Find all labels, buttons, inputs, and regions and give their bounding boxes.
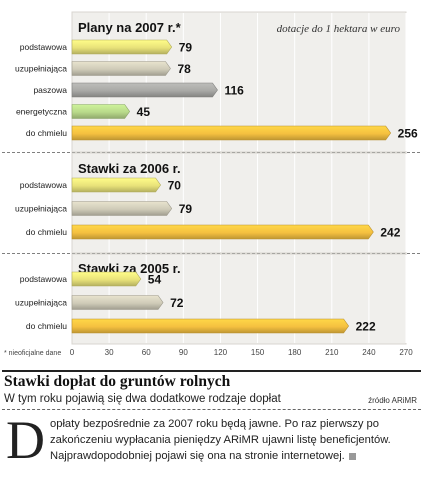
category-label: podstawowa [20, 180, 68, 190]
article-body-text: opłaty bezpośrednie za 2007 roku będą ja… [50, 418, 391, 462]
bar-chart: Plany na 2007 r.* dotacje do 1 hektara w … [2, 11, 421, 357]
value-label: 78 [177, 62, 191, 76]
category-label: paszowa [33, 85, 67, 95]
bar [71, 177, 161, 193]
panel-title: Plany na 2007 r.* [78, 20, 182, 35]
chart-panel: Stawki za 2006 r. podstawowa 70 uzupełniają… [2, 152, 421, 254]
bar [71, 39, 173, 55]
value-label: 242 [380, 226, 400, 240]
source-label: źródło ARiMR [368, 396, 417, 405]
category-label: podstawowa [20, 274, 68, 284]
value-label: 116 [224, 84, 244, 98]
bar [71, 201, 173, 216]
x-axis-ticks: 0 30 60 90 120 150 180 210 240 270 [70, 348, 413, 357]
bar [71, 61, 171, 76]
bar [71, 125, 392, 141]
tick-label: 180 [288, 348, 302, 357]
drop-cap: D [6, 410, 45, 470]
bar [71, 271, 142, 287]
dashed-divider [2, 409, 421, 410]
header-rule [2, 370, 421, 372]
category-label: do chmielu [26, 128, 67, 138]
tick-label: 30 [105, 348, 114, 357]
category-label: podstawowa [20, 42, 68, 52]
bar [71, 104, 131, 119]
value-label: 45 [137, 105, 151, 119]
tick-label: 60 [142, 348, 151, 357]
bar [71, 224, 374, 240]
category-label: energetyczna [16, 107, 67, 117]
tick-label: 150 [251, 348, 265, 357]
panel-title: Stawki za 2006 r. [78, 161, 181, 176]
tick-label: 120 [214, 348, 228, 357]
tick-label: 90 [179, 348, 188, 357]
chart-note: dotacje do 1 hektara w euro [277, 23, 401, 35]
article-headline: Stawki dopłat do gruntów rolnych [4, 373, 231, 390]
tick-label: 240 [362, 348, 376, 357]
category-label: uzupełniająca [15, 64, 67, 74]
value-label: 256 [398, 127, 418, 141]
tick-label: 210 [325, 348, 339, 357]
value-label: 79 [179, 41, 193, 55]
value-label: 54 [148, 273, 162, 287]
value-label: 72 [170, 296, 184, 310]
chart-panel: Stawki za 2005 r.podstawowa 54uzupełniają… [15, 253, 407, 345]
category-label: uzupełniająca [15, 298, 67, 308]
article-subhead: W tym roku pojawią się dwa dodatkowe rod… [4, 393, 281, 405]
tick-label: 0 [70, 348, 75, 357]
bar [71, 295, 164, 310]
value-label: 222 [356, 320, 376, 334]
bar [71, 318, 349, 334]
chart-panels: Plany na 2007 r.* dotacje do 1 hektara w … [2, 11, 421, 345]
category-label: uzupełniająca [15, 204, 67, 214]
category-label: do chmielu [26, 227, 67, 237]
bar [71, 82, 218, 98]
tick-label: 270 [399, 348, 413, 357]
value-label: 70 [168, 179, 182, 193]
chart-panel: Plany na 2007 r.* dotacje do 1 hektara w … [2, 11, 421, 153]
chart-footnote: * nieoficjalne dane [4, 350, 61, 357]
category-label: do chmielu [26, 321, 67, 331]
end-mark-icon [348, 452, 356, 460]
value-label: 79 [179, 202, 193, 216]
